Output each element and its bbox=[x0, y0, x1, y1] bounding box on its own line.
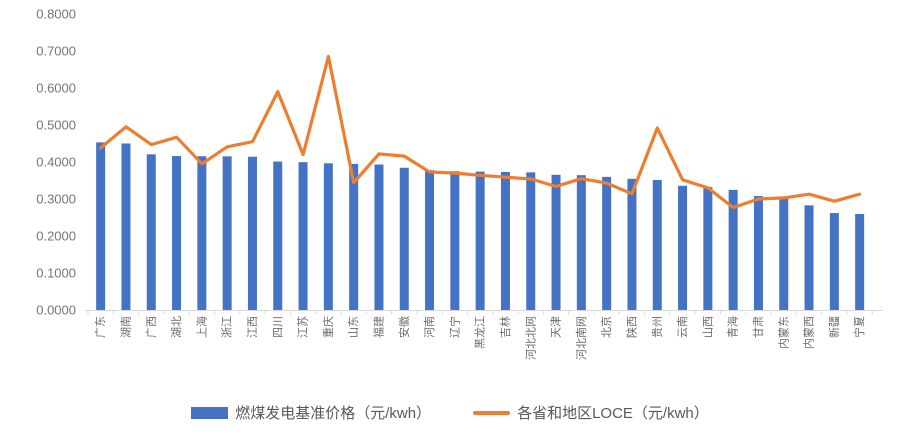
x-axis-label-辽宁: 辽宁 bbox=[447, 316, 461, 338]
x-axis-label-福建: 福建 bbox=[371, 316, 385, 338]
x-axis-label-贵州: 贵州 bbox=[651, 316, 664, 338]
x-axis-label-内蒙东: 内蒙东 bbox=[776, 316, 790, 349]
bar-辽宁 bbox=[450, 171, 460, 310]
bar-广西 bbox=[146, 154, 156, 310]
x-axis-label-山东: 山东 bbox=[347, 316, 360, 338]
x-axis-label-新疆: 新疆 bbox=[827, 316, 841, 338]
legend-item-lcoe: 各省和地区LOCE（元/kwh） bbox=[473, 402, 709, 423]
bar-内蒙东 bbox=[779, 197, 789, 310]
bar-云南 bbox=[678, 185, 688, 310]
bar-黑龙江 bbox=[475, 171, 485, 310]
legend-label-lcoe: 各省和地区LOCE（元/kwh） bbox=[517, 405, 709, 422]
bar-河北北网 bbox=[526, 172, 536, 310]
x-axis-label-吉林: 吉林 bbox=[498, 316, 512, 338]
x-axis-label-山西: 山西 bbox=[701, 316, 714, 338]
x-axis-label-重庆: 重庆 bbox=[321, 316, 335, 338]
bar-吉林 bbox=[500, 171, 510, 310]
bar-山西 bbox=[703, 187, 713, 310]
bar-内蒙西 bbox=[804, 205, 814, 310]
x-axis-label-湖北: 湖北 bbox=[170, 316, 183, 338]
x-axis-label-广西: 广西 bbox=[145, 316, 158, 338]
x-axis-label-北京: 北京 bbox=[599, 316, 613, 338]
x-axis-label-江西: 江西 bbox=[246, 316, 259, 338]
x-axis-label-甘肃: 甘肃 bbox=[752, 316, 765, 338]
y-axis-label: 0.5000 bbox=[36, 118, 76, 133]
x-axis-label-黑龙江: 黑龙江 bbox=[474, 316, 487, 349]
x-axis-label-安徽: 安徽 bbox=[397, 316, 411, 338]
bar-湖南 bbox=[121, 143, 131, 310]
legend-line-swatch-icon bbox=[473, 410, 511, 415]
y-axis-label: 0.4000 bbox=[36, 155, 76, 170]
x-axis-label-浙江: 浙江 bbox=[221, 316, 234, 338]
x-axis-label-青海: 青海 bbox=[726, 316, 740, 338]
bar-河南 bbox=[425, 170, 435, 310]
bar-北京 bbox=[602, 176, 612, 310]
bar-宁夏 bbox=[855, 213, 865, 310]
x-axis-label-上海: 上海 bbox=[194, 316, 208, 338]
x-axis-label-四川: 四川 bbox=[272, 316, 284, 338]
x-axis-label-宁夏: 宁夏 bbox=[852, 316, 866, 338]
bar-河北南网 bbox=[576, 175, 586, 310]
bar-江西 bbox=[247, 156, 257, 310]
bar-贵州 bbox=[652, 179, 662, 310]
bar-浙江 bbox=[222, 156, 232, 310]
bar-天津 bbox=[551, 174, 561, 310]
bar-重庆 bbox=[323, 163, 333, 310]
bar-青海 bbox=[728, 189, 738, 310]
lcoe-line bbox=[99, 54, 862, 210]
bar-江苏 bbox=[298, 162, 308, 310]
legend-item-benchmark-price: 燃煤发电基准价格（元/kwh） bbox=[191, 402, 431, 423]
x-axis-label-天津: 天津 bbox=[550, 316, 563, 338]
bar-安徽 bbox=[399, 167, 409, 310]
x-axis-label-陕西: 陕西 bbox=[624, 316, 638, 338]
legend-label-benchmark-price: 燃煤发电基准价格（元/kwh） bbox=[235, 405, 432, 422]
bar-山东 bbox=[349, 163, 359, 310]
y-axis-label: 0.7000 bbox=[36, 44, 76, 59]
x-axis-label-云南: 云南 bbox=[676, 316, 689, 338]
y-axis-label: 0.3000 bbox=[36, 192, 76, 207]
bar-甘肃 bbox=[753, 196, 763, 310]
y-axis-label: 0.2000 bbox=[36, 229, 76, 244]
bar-四川 bbox=[273, 161, 283, 310]
x-axis-label-广东: 广东 bbox=[94, 316, 107, 338]
bar-陕西 bbox=[627, 178, 637, 310]
x-axis-label-河北南网: 河北南网 bbox=[575, 316, 588, 360]
legend-bar-swatch-icon bbox=[191, 406, 229, 419]
bar-广东 bbox=[96, 142, 106, 310]
bar-福建 bbox=[374, 164, 384, 310]
y-axis-label: 0.8000 bbox=[36, 7, 76, 22]
y-axis-label: 0.6000 bbox=[36, 81, 76, 96]
y-axis-label: 0.0000 bbox=[36, 303, 76, 318]
bar-上海 bbox=[197, 156, 207, 310]
x-axis-label-江苏: 江苏 bbox=[297, 316, 310, 338]
x-axis-label-内蒙西: 内蒙西 bbox=[802, 316, 816, 349]
bar-新疆 bbox=[829, 213, 839, 310]
x-axis-label-湖南: 湖南 bbox=[119, 316, 132, 338]
legend: 燃煤发电基准价格（元/kwh） 各省和地区LOCE（元/kwh） bbox=[0, 402, 900, 423]
x-axis-label-河北北网: 河北北网 bbox=[524, 316, 537, 360]
x-axis-label-河南: 河南 bbox=[423, 316, 436, 338]
y-axis-label: 0.1000 bbox=[36, 266, 76, 281]
bar-湖北 bbox=[172, 156, 182, 310]
